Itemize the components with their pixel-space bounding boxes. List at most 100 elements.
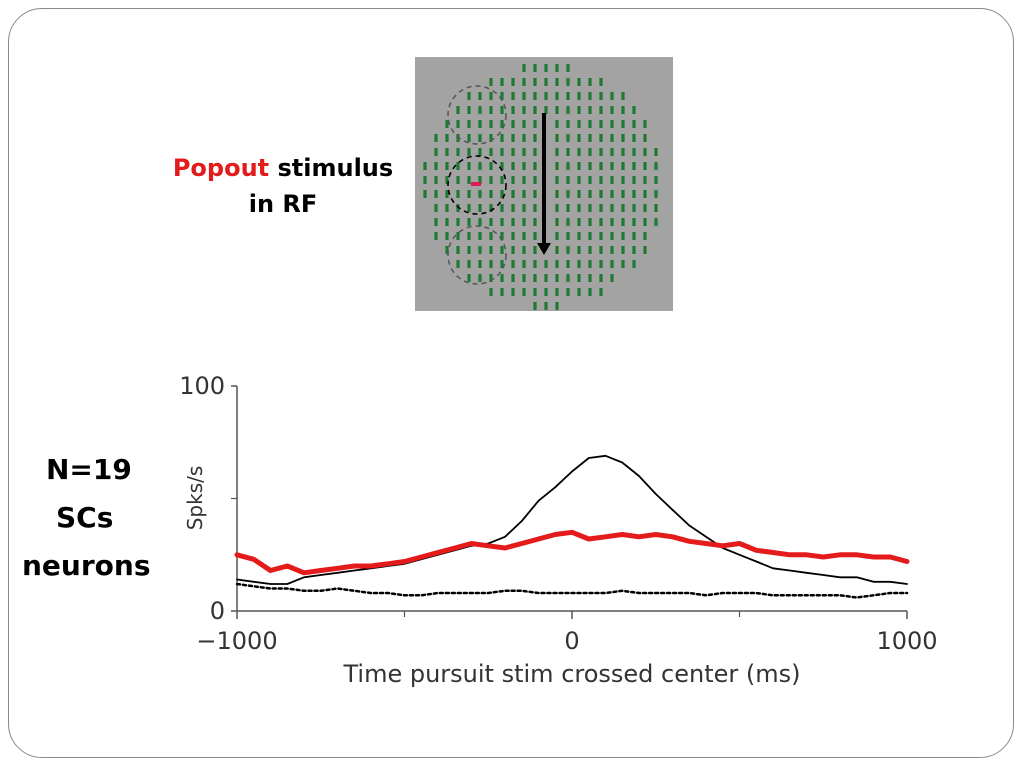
stimulus-bar — [522, 232, 526, 240]
stimulus-bar — [522, 64, 526, 72]
stimulus-bar — [610, 176, 614, 184]
stimulus-bar — [500, 274, 504, 282]
stimulus-bar — [434, 134, 438, 142]
stimulus-bar — [489, 78, 493, 86]
stimulus-bar — [500, 246, 504, 254]
stimulus-bar — [588, 274, 592, 282]
stimulus-bar — [445, 246, 449, 254]
stimulus-bar — [511, 134, 515, 142]
stimulus-bar — [533, 274, 537, 282]
stimulus-bar — [456, 232, 460, 240]
receptive-field-active — [447, 155, 507, 215]
stimulus-bar — [599, 92, 603, 100]
stimulus-bar — [500, 78, 504, 86]
stimulus-bar — [632, 120, 636, 128]
stimulus-bar — [632, 106, 636, 114]
stimulus-bar — [511, 288, 515, 296]
stimulus-bar — [555, 218, 559, 226]
stimulus-bar — [555, 92, 559, 100]
stimulus-bar — [555, 134, 559, 142]
stimulus-bar — [489, 232, 493, 240]
stimulus-bar — [610, 148, 614, 156]
stimulus-bar — [555, 106, 559, 114]
stimulus-bar — [533, 204, 537, 212]
popout-stimulus-label: Popout stimulus in RF — [150, 150, 416, 222]
stimulus-bar — [511, 92, 515, 100]
stimulus-bar — [577, 162, 581, 170]
stimulus-bar — [467, 120, 471, 128]
stimulus-bar — [566, 106, 570, 114]
stimulus-bar — [544, 274, 548, 282]
popout-bar — [471, 182, 481, 186]
stimulus-bar — [522, 78, 526, 86]
stimulus-bar — [566, 190, 570, 198]
stimulus-bar — [489, 148, 493, 156]
stimulus-bar — [610, 134, 614, 142]
stimulus-bar — [555, 162, 559, 170]
stimulus-bar — [456, 120, 460, 128]
stimulus-bar — [599, 106, 603, 114]
stimulus-bar — [511, 176, 515, 184]
stimulus-bar — [467, 190, 471, 198]
stimulus-bar — [599, 232, 603, 240]
stimulus-bar — [478, 120, 482, 128]
stimulus-bar — [533, 106, 537, 114]
stimulus-bar — [610, 190, 614, 198]
stimulus-bar — [467, 204, 471, 212]
stimulus-bar — [456, 204, 460, 212]
stimulus-bar — [500, 162, 504, 170]
stimulus-bar — [577, 92, 581, 100]
stimulus-bar — [555, 190, 559, 198]
stimulus-bar — [588, 92, 592, 100]
stimulus-bar — [522, 176, 526, 184]
stimulus-bar — [588, 148, 592, 156]
stimulus-bar — [456, 218, 460, 226]
stimulus-bar — [500, 288, 504, 296]
stimulus-bar — [533, 246, 537, 254]
stimulus-bar — [500, 120, 504, 128]
stimulus-bar — [489, 204, 493, 212]
stimulus-bar — [599, 190, 603, 198]
stimulus-bar — [577, 190, 581, 198]
stimulus-bar — [500, 218, 504, 226]
stimulus-bar — [511, 274, 515, 282]
stimulus-bar — [588, 204, 592, 212]
stimulus-bar — [643, 162, 647, 170]
stimulus-bar — [588, 78, 592, 86]
stimulus-bar — [533, 148, 537, 156]
stimulus-bar — [456, 134, 460, 142]
stimulus-bar — [610, 232, 614, 240]
motion-arrowhead — [537, 243, 551, 255]
stimulus-bar — [478, 162, 482, 170]
stimulus-bar — [544, 260, 548, 268]
stimulus-bar — [566, 120, 570, 128]
stimulus-bar — [478, 106, 482, 114]
stimulus-diagram — [415, 57, 673, 311]
stimulus-bar — [478, 190, 482, 198]
stimulus-bar — [544, 106, 548, 114]
stimulus-bar — [467, 218, 471, 226]
stimulus-bar — [654, 176, 658, 184]
stimulus-bar — [599, 204, 603, 212]
stimulus-bar — [500, 148, 504, 156]
stimulus-bar — [588, 120, 592, 128]
stimulus-bar — [522, 274, 526, 282]
stimulus-bar — [467, 92, 471, 100]
stimulus-bar — [566, 134, 570, 142]
stimulus-bar — [566, 260, 570, 268]
stimulus-bar — [610, 120, 614, 128]
stimulus-bar — [445, 232, 449, 240]
stimulus-bar — [445, 190, 449, 198]
stimulus-bar — [456, 246, 460, 254]
stimulus-bar — [588, 162, 592, 170]
stimulus-bar — [533, 64, 537, 72]
stimulus-bar — [489, 106, 493, 114]
stimulus-bar — [423, 190, 427, 198]
stimulus-bar — [610, 106, 614, 114]
stimulus-bar — [555, 232, 559, 240]
stimulus-bar — [621, 218, 625, 226]
stimulus-bar — [632, 190, 636, 198]
stimulus-bar — [489, 120, 493, 128]
stimulus-bar — [500, 232, 504, 240]
